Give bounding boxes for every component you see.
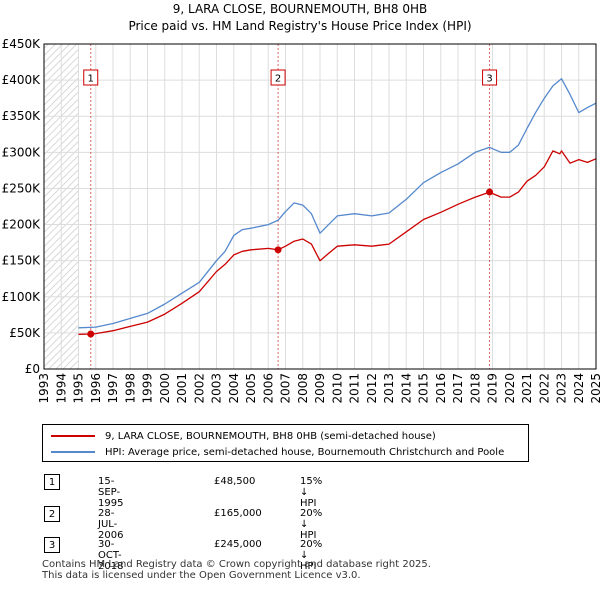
y-tick-label: £400K [2,73,42,87]
x-tick-label: 2013 [382,373,396,404]
y-tick-label: £50K [9,326,41,340]
footer: Contains HM Land Registry data © Crown c… [42,559,431,581]
sale-2-label-box [270,69,286,86]
x-tick-label: 2002 [192,373,206,404]
x-tick-label: 2016 [434,373,448,404]
x-tick-label: 2022 [537,373,551,404]
legend-label-price: 9, LARA CLOSE, BOURNEMOUTH, BH8 0HB (sem… [105,430,436,442]
plot-frame [43,43,597,370]
y-tick-label: £300K [2,145,42,159]
sale-date: 30-OCT-2018 [98,539,124,572]
x-tick-label: 1993 [37,373,51,404]
x-tick-label: 2020 [503,373,517,404]
footer-copyright: Contains HM Land Registry data © Crown c… [42,559,431,570]
legend: 9, LARA CLOSE, BOURNEMOUTH, BH8 0HB (sem… [42,424,529,462]
legend-swatch-price [51,435,95,437]
x-tick-label: 2000 [158,373,172,404]
y-tick-label: £250K [2,181,42,195]
sale-3-label: 3 [486,74,492,85]
x-tick-label: 2008 [296,373,310,404]
sale-number: 2 [44,506,60,522]
x-tick-label: 2007 [279,373,293,404]
x-tick-label: 2025 [589,373,600,404]
legend-label-hpi: HPI: Average price, semi-detached house,… [105,446,505,458]
x-tick-label: 2014 [399,373,413,404]
x-tick-label: 1995 [72,373,86,404]
sale-number: 1 [44,474,60,490]
x-tick-label: 2004 [227,373,241,404]
sale-hpi-diff: 20% ↓ HPI [300,508,323,541]
x-tick-label: 2015 [417,373,431,404]
price-chart: 1 2 3 £0 £50K £100K £150K £200K £250K £300K £350K £… [2,37,600,404]
chart-subtitle: Price paid vs. HM Land Registry's House … [128,19,472,33]
hpi-line [78,78,597,329]
x-tick-label: 2003 [210,373,224,404]
sale-1-marker [87,330,95,338]
x-tick-label: 1996 [89,373,103,404]
sale-number: 3 [44,537,60,553]
sale-2-marker [274,246,282,254]
sale-3-label-box [482,69,498,86]
x-tick-label: 1998 [123,373,137,404]
legend-item-price: 9, LARA CLOSE, BOURNEMOUTH, BH8 0HB (sem… [51,428,436,444]
y-tick-label: £100K [2,290,42,304]
sale-price: £48,500 [214,476,256,487]
x-tick-label: 2018 [468,373,482,404]
x-tick-label: 2009 [313,373,327,404]
x-tick-label: 1997 [106,373,120,404]
sale-price: £245,000 [214,539,262,550]
x-tick-label: 2006 [261,373,275,404]
legend-item-hpi: HPI: Average price, semi-detached house,… [51,444,504,460]
chart-title: 9, LARA CLOSE, BOURNEMOUTH, BH8 0HB [172,2,428,16]
x-tick-label: 1994 [54,373,68,404]
sale-price: £165,000 [214,508,262,519]
sale-date: 28-JUL-2006 [98,508,124,541]
sale-date: 15-SEP-1995 [98,476,124,509]
sale-1-label: 1 [88,74,94,85]
x-tick-label: 2001 [175,373,189,404]
sale-hpi-diff: 20% ↓ HPI [300,539,323,572]
y-tick-label: £450K [2,37,42,51]
sale-1-label-box [83,69,99,86]
sale-3-marker [486,188,494,196]
x-tick-label: 2023 [555,373,569,404]
price-paid-line [78,150,597,335]
sale-2-label: 2 [275,74,281,85]
y-tick-label: £0 [25,362,40,376]
y-tick-label: £200K [2,218,42,232]
x-tick-label: 2005 [244,373,258,404]
y-tick-label: £350K [2,109,42,123]
x-tick-label: 2017 [451,373,465,404]
x-tick-label: 2010 [330,373,344,404]
x-tick-label: 2012 [365,373,379,404]
legend-swatch-hpi [51,451,95,453]
x-tick-label: 2024 [572,373,586,404]
x-tick-label: 2019 [486,373,500,404]
x-tick-label: 2021 [520,373,534,404]
footer-licence: This data is licensed under the Open Gov… [42,570,361,581]
y-tick-label: £150K [2,254,42,268]
sale-hpi-diff: 15% ↓ HPI [300,476,323,509]
x-tick-label: 1999 [141,373,155,404]
x-tick-label: 2011 [348,373,362,404]
